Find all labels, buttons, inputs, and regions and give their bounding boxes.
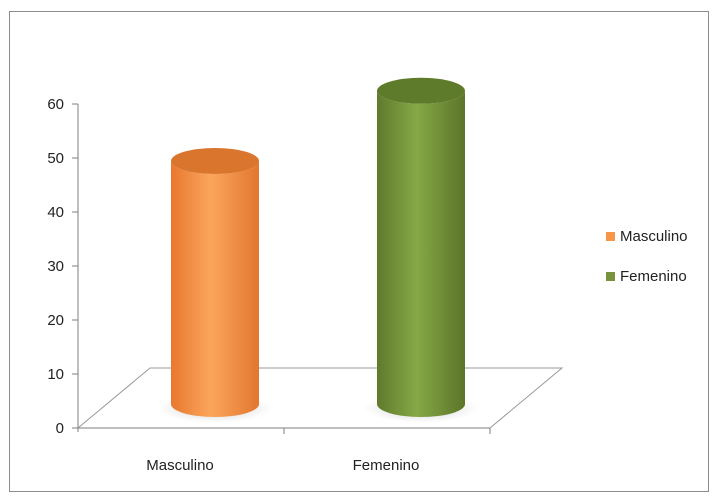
bar-femenino: [363, 77, 479, 423]
legend: Masculino Femenino: [606, 228, 688, 285]
legend-label: Masculino: [620, 228, 688, 245]
legend-label: Femenino: [620, 268, 687, 285]
x-axis-tick-labels: Masculino Femenino: [146, 457, 419, 474]
y-tick-label: 0: [56, 420, 64, 437]
chart-border: [9, 11, 709, 492]
bar-series: [157, 77, 479, 423]
y-tick-label: 20: [47, 312, 64, 329]
bar-body: [377, 90, 465, 418]
bar-body: [171, 161, 259, 417]
bar-top: [171, 148, 259, 174]
legend-swatch: [606, 232, 615, 241]
y-tick-label: 40: [47, 204, 64, 221]
y-tick-label: 50: [47, 150, 64, 167]
x-tick-label: Femenino: [353, 457, 420, 474]
bar-masculino: [157, 148, 273, 423]
bar-top: [377, 77, 465, 104]
y-axis-ticks: 0 10 20 30 40 50 60: [47, 96, 78, 437]
x-tick-label: Masculino: [146, 457, 214, 474]
legend-swatch: [606, 272, 615, 281]
y-tick-label: 60: [47, 96, 64, 113]
y-tick-label: 30: [47, 258, 64, 275]
y-tick-label: 10: [47, 366, 64, 383]
